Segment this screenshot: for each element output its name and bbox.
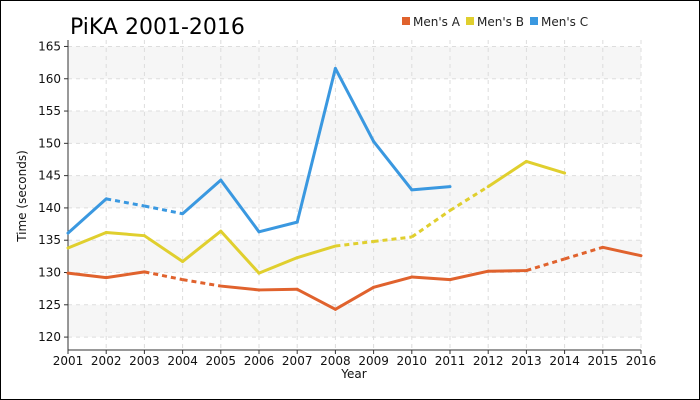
background-band	[68, 111, 641, 144]
y-tick-label: 160	[38, 72, 61, 86]
series-segment	[66, 271, 108, 280]
series-segment	[372, 139, 414, 192]
x-tick-label: 2004	[167, 354, 198, 368]
series-segment	[449, 185, 489, 212]
x-tick-label: 2012	[473, 354, 504, 368]
legend-swatch	[466, 17, 474, 25]
x-tick-label: 2001	[53, 354, 84, 368]
series-segment	[219, 284, 261, 292]
series-segment	[181, 229, 223, 264]
legend-label: Men's B	[477, 15, 524, 29]
series-segment	[219, 178, 261, 234]
background-bands	[68, 46, 641, 338]
series-segment	[105, 197, 145, 208]
y-tick-label: 120	[38, 330, 61, 344]
series-segment	[182, 278, 222, 288]
legend: Men's A Men's B Men's C	[402, 15, 588, 29]
series-layer	[66, 66, 643, 311]
x-axis-title: Year	[340, 367, 366, 381]
background-band	[68, 240, 641, 273]
background-band	[68, 46, 641, 79]
x-tick-label: 2010	[397, 354, 428, 368]
legend-item: Men's B	[466, 15, 524, 29]
series-segment	[104, 270, 146, 280]
series-segment	[219, 229, 261, 275]
background-band	[68, 304, 641, 338]
series-men-s-c	[66, 66, 452, 235]
series-segment	[181, 178, 223, 216]
x-tick-label: 2006	[244, 354, 275, 368]
y-tick-label: 145	[38, 169, 61, 183]
grid-lines	[67, 40, 642, 350]
series-segment	[564, 245, 604, 261]
series-segment	[295, 287, 337, 311]
series-segment	[257, 256, 299, 275]
series-segment	[448, 269, 490, 282]
y-tick-label: 150	[38, 136, 61, 150]
legend-label: Men's C	[541, 15, 588, 29]
series-segment	[525, 257, 566, 272]
series-segment	[372, 275, 414, 289]
x-tick-labels: 2001 2002 2003 2004 2005 2006 2007 2008 2009 2010…	[53, 350, 657, 368]
series-segment	[66, 197, 108, 235]
y-tick-label: 125	[38, 298, 61, 312]
axes	[67, 40, 641, 351]
series-segment	[335, 240, 374, 248]
y-tick-label: 135	[38, 233, 61, 247]
series-segment	[333, 66, 376, 143]
series-segment	[144, 204, 183, 216]
series-segment	[410, 209, 451, 239]
series-men-s-b	[66, 159, 567, 275]
series-segment	[410, 275, 452, 282]
x-tick-label: 2016	[626, 354, 657, 368]
y-axis-title: Time (seconds)	[15, 150, 29, 243]
y-tick-label: 165	[38, 39, 61, 53]
series-segment	[486, 159, 528, 189]
series-segment	[410, 185, 452, 192]
background-band	[68, 175, 641, 208]
series-segment	[142, 234, 185, 264]
x-tick-label: 2015	[588, 354, 619, 368]
legend-swatch	[530, 17, 538, 25]
chart-title: PiKA 2001-2016	[70, 15, 245, 40]
series-segment	[257, 220, 299, 234]
legend-label: Men's A	[413, 15, 461, 29]
series-segment	[295, 66, 337, 224]
series-segment	[486, 269, 528, 273]
legend-item: Men's A	[402, 15, 461, 29]
series-segment	[373, 235, 412, 243]
series-segment	[104, 230, 146, 238]
x-tick-label: 2013	[511, 354, 542, 368]
series-segment	[601, 245, 643, 258]
x-tick-label: 2014	[549, 354, 580, 368]
series-segment	[144, 270, 183, 282]
series-segment	[524, 159, 567, 175]
series-segment	[257, 287, 299, 292]
x-tick-label: 2007	[282, 354, 313, 368]
x-tick-label: 2011	[435, 354, 466, 368]
x-tick-label: 2009	[358, 354, 389, 368]
y-tick-label: 130	[38, 266, 61, 280]
y-tick-labels: 120 125 130 135 140 145 150 155 160 165	[38, 39, 68, 344]
x-tick-label: 2002	[91, 354, 122, 368]
x-tick-label: 2008	[320, 354, 351, 368]
y-tick-label: 155	[38, 104, 61, 118]
series-segment	[66, 230, 108, 250]
x-tick-label: 2003	[129, 354, 160, 368]
x-tick-label: 2005	[206, 354, 237, 368]
y-tick-label: 140	[38, 201, 61, 215]
series-men-s-a	[66, 245, 643, 311]
series-segment	[295, 244, 337, 260]
legend-item: Men's C	[530, 15, 588, 29]
series-segment	[333, 285, 376, 311]
legend-swatch	[402, 17, 410, 25]
